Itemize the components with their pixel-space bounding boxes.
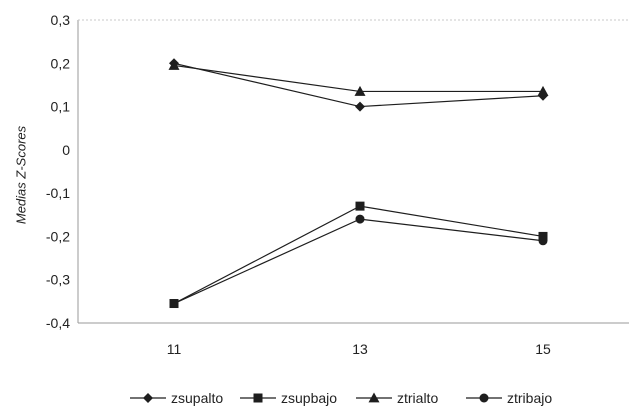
legend-item-ztrialto: ztrialto — [356, 390, 438, 406]
y-axis-label: Medias Z-Scores — [13, 125, 28, 224]
series-line-zsupalto — [173, 62, 544, 108]
legend-marker-ztribajo — [479, 393, 489, 403]
data-point-ztrialto — [168, 59, 180, 70]
y-tick-label: 0,2 — [51, 55, 71, 71]
data-point-ztrialto — [537, 85, 549, 96]
legend-label: ztrialto — [397, 390, 438, 406]
data-point-zsupbajo — [355, 201, 365, 211]
legend-label: zsupbajo — [281, 390, 337, 406]
legend-marker-zsupalto — [143, 393, 153, 403]
legend-item-zsupbajo: zsupbajo — [240, 390, 337, 406]
x-tick-label: 13 — [352, 341, 368, 357]
y-axis-ticks: 0,3 0,2 0,1 0 -0,1 -0,2 -0,3 -0,4 — [46, 12, 70, 331]
legend-marker-zsupbajo — [253, 393, 263, 403]
legend: zsupalto zsupbajo ztrialto ztribajo — [130, 390, 552, 406]
y-tick-label: -0,4 — [46, 315, 70, 331]
y-tick-label: 0,1 — [51, 99, 71, 115]
series-line-ztrialto — [173, 64, 543, 93]
y-tick-label: 0 — [62, 142, 70, 158]
data-point-ztrialto — [354, 85, 366, 96]
x-axis-ticks: 11 13 15 — [167, 341, 551, 357]
y-tick-label: 0,3 — [51, 12, 71, 28]
data-point-ztribajo — [169, 299, 179, 309]
plot-frame — [77, 19, 629, 324]
series-lines — [173, 62, 544, 305]
data-point-zsupalto — [355, 101, 365, 112]
y-tick-label: -0,2 — [46, 228, 70, 244]
data-point-ztribajo — [355, 214, 365, 224]
x-tick-label: 11 — [167, 341, 182, 357]
x-tick-label: 15 — [535, 341, 551, 357]
series-markers — [168, 58, 549, 309]
series-line-ztribajo — [173, 218, 544, 305]
y-tick-label: -0,3 — [46, 272, 70, 288]
legend-label: ztribajo — [507, 390, 552, 406]
legend-marker-ztrialto — [368, 392, 380, 403]
data-point-ztribajo — [538, 236, 548, 246]
legend-item-ztribajo: ztribajo — [466, 390, 552, 406]
legend-item-zsupalto: zsupalto — [130, 390, 223, 406]
y-tick-label: -0,1 — [46, 185, 70, 201]
legend-label: zsupalto — [171, 390, 223, 406]
